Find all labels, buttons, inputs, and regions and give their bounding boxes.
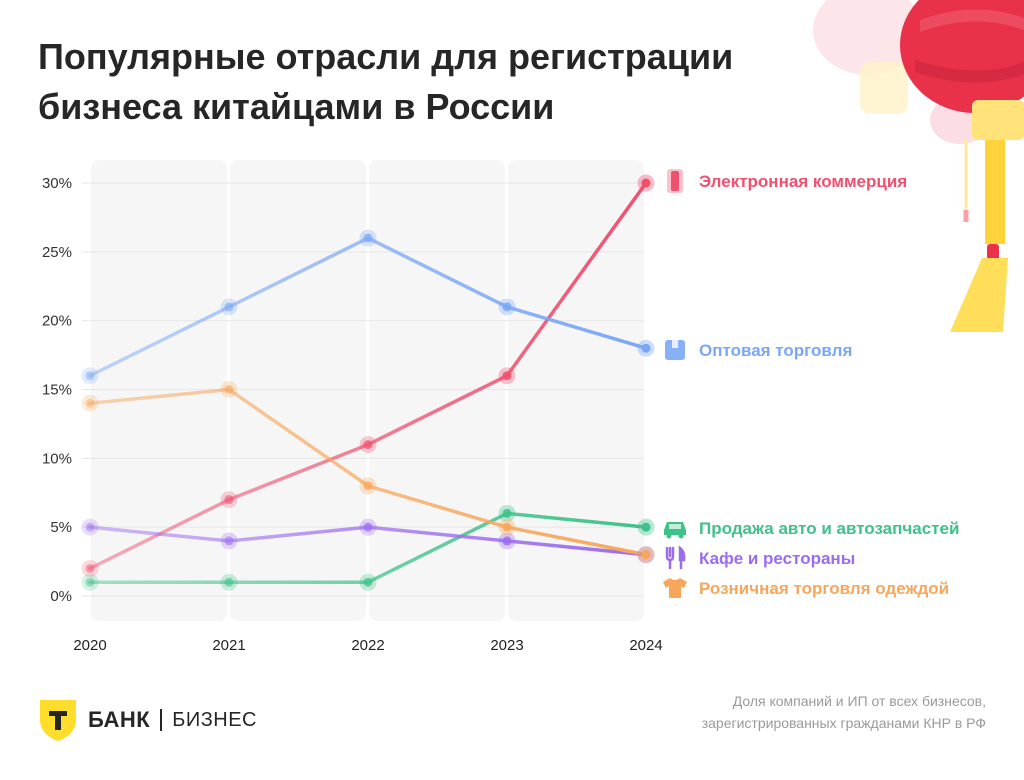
year-band <box>91 160 227 621</box>
legend-label: Продажа авто и автозапчастей <box>699 519 959 538</box>
data-point <box>502 302 512 312</box>
data-point <box>224 536 234 546</box>
data-point <box>502 522 512 532</box>
brand-subname: БИЗНЕС <box>172 708 257 731</box>
y-tick-label: 30% <box>42 175 72 192</box>
car-icon <box>664 522 686 539</box>
year-band <box>369 160 505 621</box>
data-point <box>224 385 234 394</box>
legend-label: Оптовая торговля <box>699 341 852 360</box>
data-point <box>641 550 651 560</box>
x-tick-label: 2024 <box>629 637 662 654</box>
data-point-halo <box>81 573 99 591</box>
brand-logo: БАНК БИЗНЕС <box>38 698 257 742</box>
data-point <box>641 178 651 188</box>
data-point <box>641 522 651 532</box>
data-point <box>363 577 373 587</box>
data-point <box>502 371 512 381</box>
data-point <box>85 563 95 573</box>
x-tick-label: 2020 <box>73 637 106 654</box>
chart-title: Популярные отрасли для регистрации бизне… <box>38 36 734 127</box>
chart-note: Доля компаний и ИП от всех бизнесов, зар… <box>702 690 986 734</box>
data-point <box>224 577 234 587</box>
lantern-decoration <box>813 0 1024 332</box>
data-point-halo <box>81 559 99 577</box>
data-point <box>224 302 234 312</box>
year-band <box>508 160 644 621</box>
y-tick-label: 20% <box>42 313 72 330</box>
box-icon <box>665 340 685 360</box>
note-line-2: зарегистрированных гражданами КНР в РФ <box>701 715 986 731</box>
data-point-halo <box>81 518 99 536</box>
x-tick-label: 2023 <box>490 637 523 654</box>
data-point <box>363 522 373 532</box>
data-point <box>363 481 373 491</box>
data-point <box>502 508 512 518</box>
legend-label: Электронная коммерция <box>699 172 907 191</box>
y-tick-label: 5% <box>50 519 72 536</box>
brand-name: БАНК <box>88 707 151 732</box>
x-tick-label: 2022 <box>351 637 384 654</box>
data-point <box>85 398 95 408</box>
legend-label: Кафе и рестораны <box>699 549 855 568</box>
line-chart: 0% 5% 10% 15% 20% 25% 30% 2020 2021 2022 2023 2024… <box>42 0 1024 654</box>
y-tick-label: 0% <box>50 588 72 605</box>
data-point <box>85 577 95 587</box>
y-tick-label: 25% <box>42 244 72 261</box>
note-line-1: Доля компаний и ИП от всех бизнесов, <box>732 693 986 709</box>
data-point <box>363 440 373 450</box>
fork-knife-icon <box>665 545 686 570</box>
legend-label: Розничная торговля одеждой <box>699 579 949 598</box>
data-point <box>85 371 95 381</box>
y-tick-label: 15% <box>42 382 72 399</box>
year-band <box>230 160 366 621</box>
data-point <box>85 522 95 532</box>
phone-icon <box>667 169 683 193</box>
y-tick-label: 10% <box>42 450 72 467</box>
data-point-halo <box>81 394 99 412</box>
brand-divider <box>160 709 163 731</box>
data-point-halo <box>81 367 99 385</box>
shield-logo-icon <box>40 700 76 741</box>
data-point <box>224 495 234 505</box>
tshirt-icon <box>663 578 687 598</box>
data-point <box>641 343 651 353</box>
data-point <box>502 536 512 546</box>
data-point <box>363 233 373 243</box>
x-tick-label: 2021 <box>212 637 245 654</box>
